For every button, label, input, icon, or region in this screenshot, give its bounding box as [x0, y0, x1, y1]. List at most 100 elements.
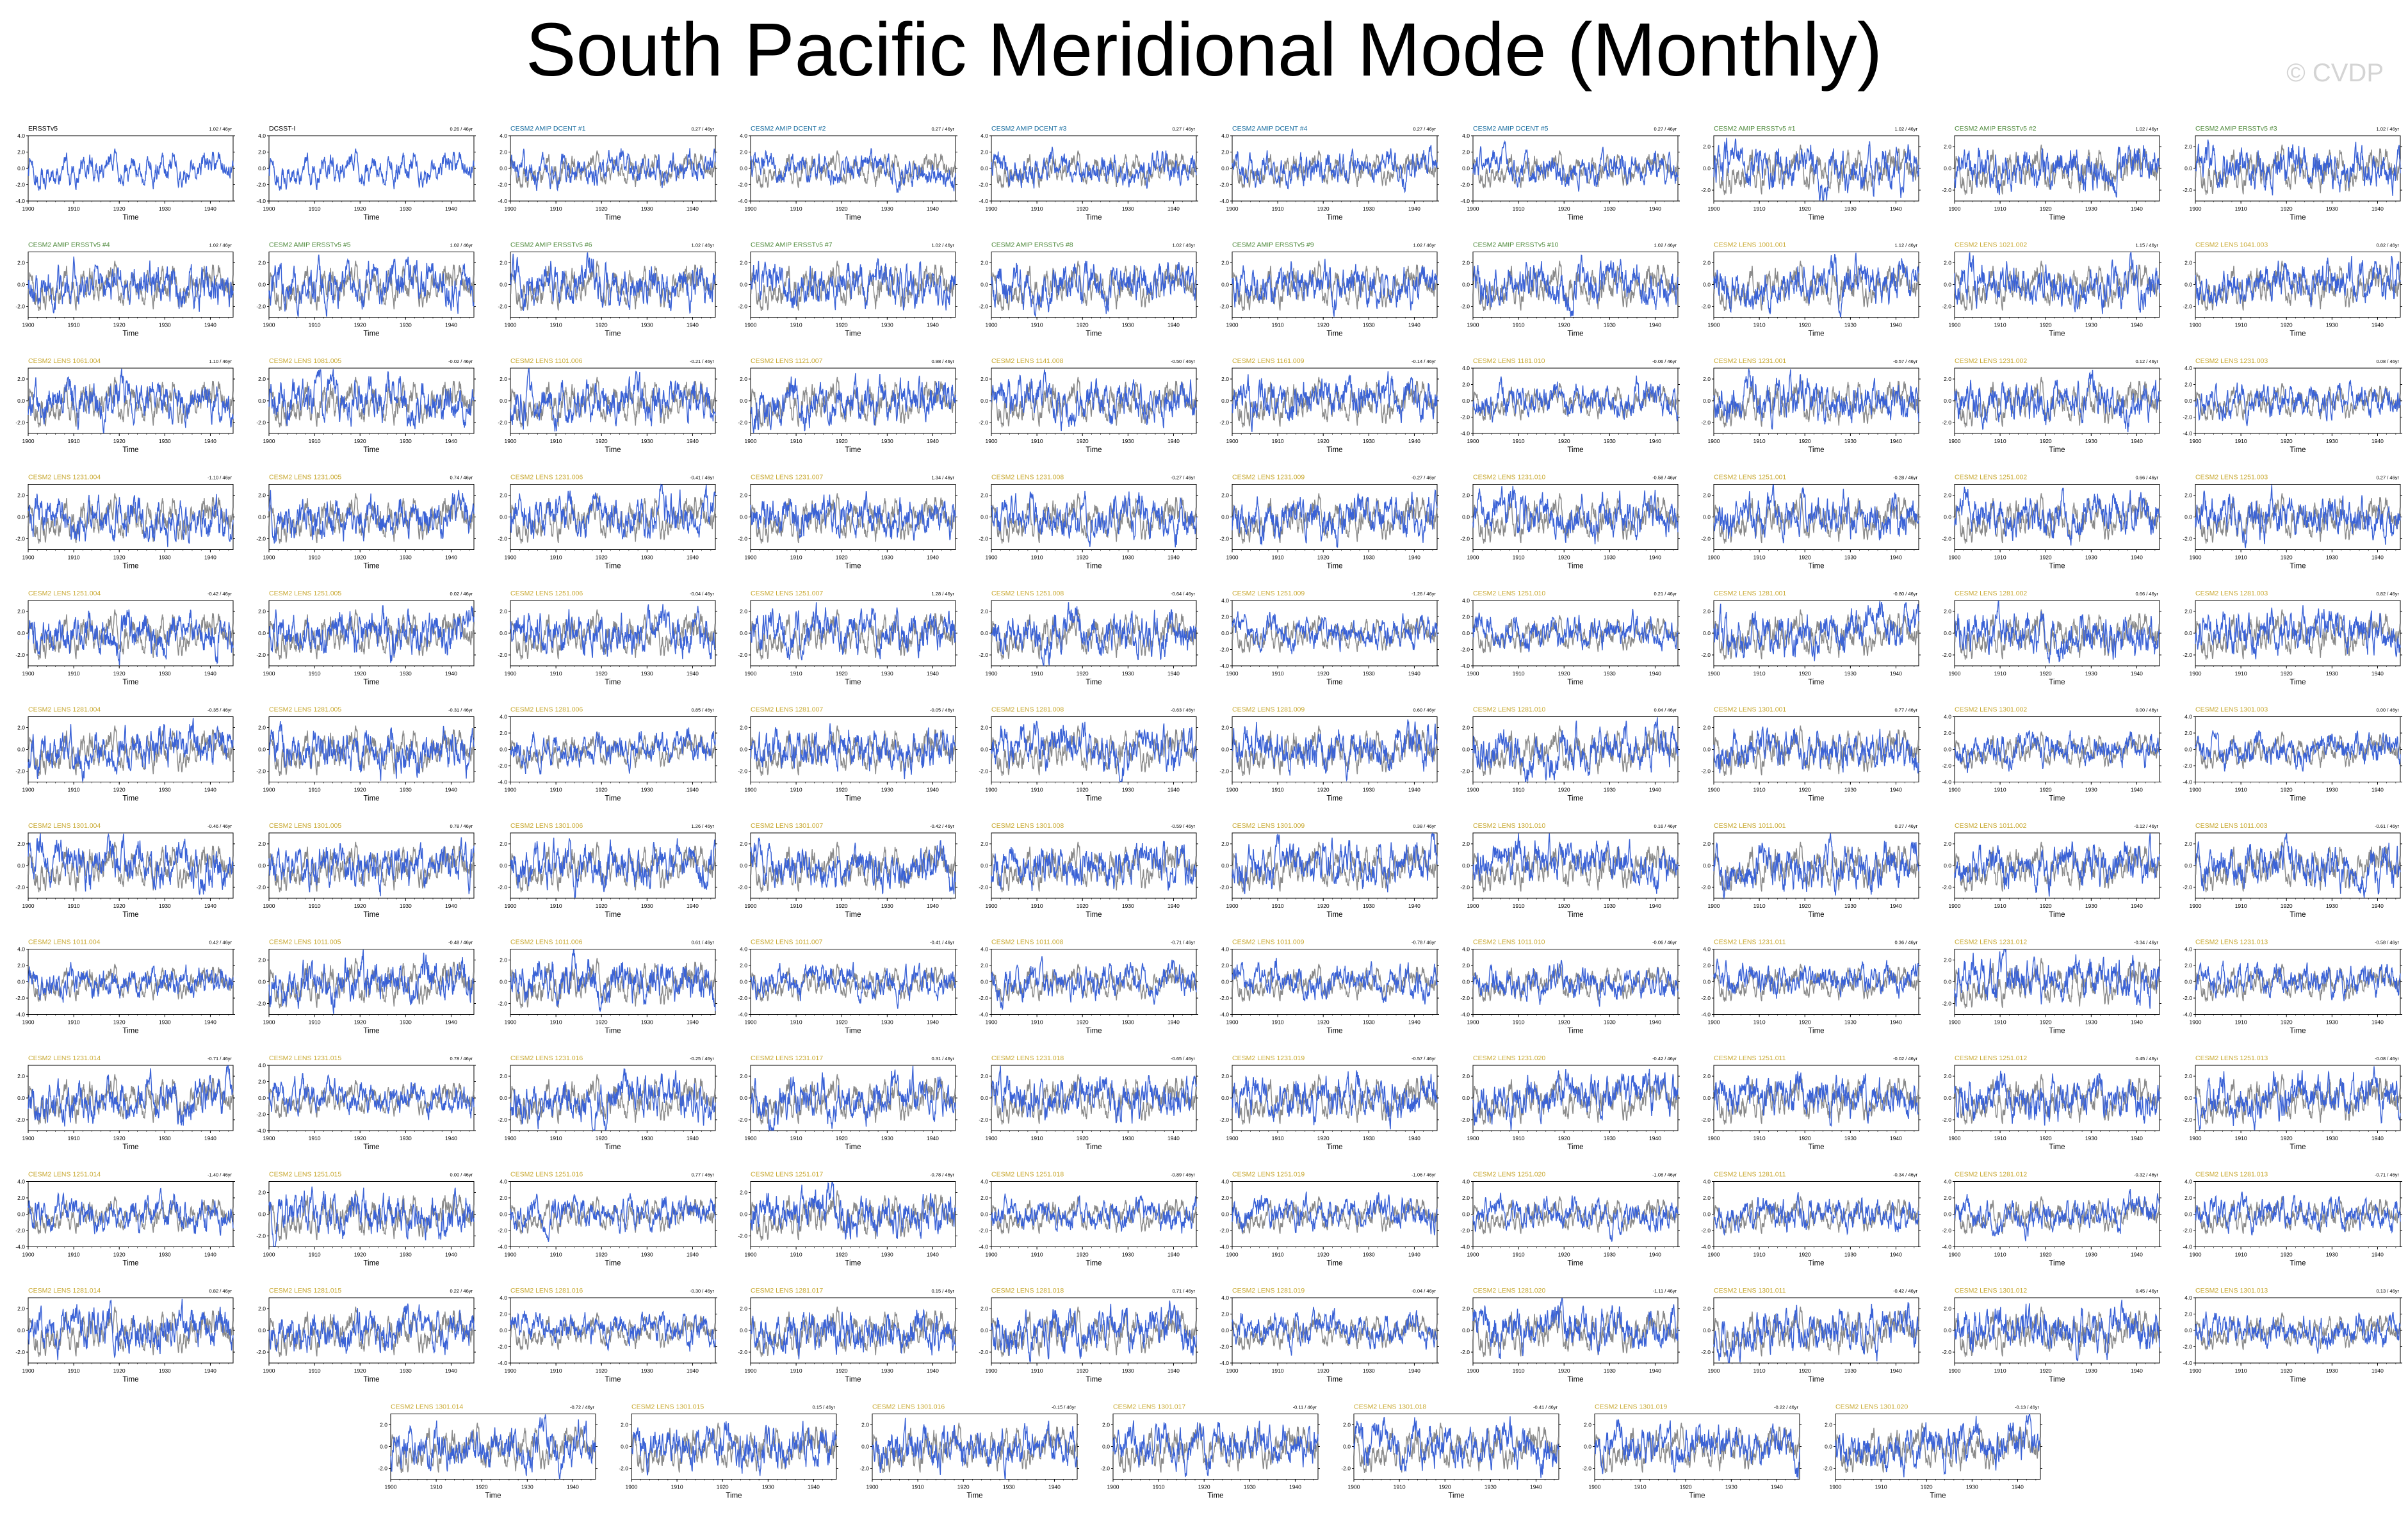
panel-title: CESM2 LENS 1121.007	[751, 357, 823, 365]
x-tick-label: 1920	[1799, 322, 1811, 328]
x-tick-label: 1940	[2371, 554, 2384, 561]
x-tick-label: 1900	[505, 903, 517, 909]
panel-title: CESM2 LENS 1301.001	[1714, 706, 1786, 714]
x-axis-label: Time	[1086, 911, 1102, 919]
x-tick-label: 1940	[2371, 903, 2384, 909]
y-tick-label: 0.0	[17, 398, 25, 404]
y-tick-label: 2.0	[1462, 492, 1470, 499]
y-tick-label: -2.0	[1460, 414, 1470, 421]
panel-17: CESM2 AMIP ERSSTv5 #10 1.02 / 46yr 2.0 0.0 -…	[1460, 241, 1680, 338]
x-tick-label: 1920	[1077, 670, 1089, 677]
panel-trend: -0.59 / 46yr	[1171, 823, 1195, 829]
y-tick-label: 0.0	[17, 1211, 25, 1218]
x-axis-label: Time	[1086, 214, 1102, 222]
x-tick-label: 1900	[1467, 1135, 1479, 1142]
x-axis-label: Time	[605, 330, 621, 338]
x-tick-label: 1910	[2235, 322, 2247, 328]
x-tick-label: 1920	[1558, 438, 1570, 444]
y-tick-label: -2.0	[1701, 419, 1711, 426]
x-tick-label: 1900	[986, 206, 998, 212]
panel-trend: -0.21 / 46yr	[690, 359, 714, 364]
panel-title: CESM2 LENS 1301.006	[510, 822, 583, 830]
x-tick-label: 1920	[354, 1135, 366, 1142]
x-tick-label: 1910	[2235, 1019, 2247, 1026]
panel-75: CESM2 LENS 1011.008 -0.71 / 46yr 4.0 2.0 0.0…	[979, 939, 1198, 1035]
x-tick-label: 1930	[1122, 1252, 1134, 1258]
series-line	[750, 962, 956, 1009]
x-tick-label: 1940	[1167, 903, 1180, 909]
x-axis-label: Time	[1086, 446, 1102, 454]
y-tick-label: -2.0	[256, 303, 266, 310]
x-tick-label: 1930	[1604, 787, 1616, 793]
x-tick-label: 1930	[2326, 903, 2338, 909]
panel-57: CESM2 LENS 1281.010 0.04 / 46yr 2.0 0.0 -2.0…	[1460, 706, 1680, 803]
series-line	[1954, 601, 2160, 664]
panel-trend: 1.02 / 46yr	[450, 243, 473, 248]
y-tick-label: 2.0	[980, 1195, 988, 1201]
x-tick-label: 1920	[2281, 670, 2293, 677]
x-tick-label: 1940	[2131, 206, 2143, 212]
y-tick-label: 2.0	[980, 608, 988, 615]
x-axis-label: Time	[1326, 214, 1342, 222]
panel-78: CESM2 LENS 1231.011 0.36 / 46yr 4.0 2.0 0.0 -…	[1701, 939, 1921, 1035]
x-tick-label: 1910	[790, 322, 802, 328]
panel-33: CESM2 LENS 1231.006 -0.41 / 46yr 2.0 0.0 -2.…	[498, 474, 717, 570]
x-tick-label: 1900	[2190, 206, 2202, 212]
panel-title: CESM2 AMIP DCENT #3	[991, 125, 1067, 133]
x-axis-label: Time	[845, 795, 861, 803]
x-tick-label: 1920	[1558, 1019, 1570, 1026]
panel-title: CESM2 LENS 1011.007	[751, 939, 823, 946]
y-tick-label: 2.0	[258, 260, 266, 266]
x-tick-label: 1910	[1031, 1019, 1043, 1026]
x-tick-label: 1920	[354, 787, 366, 793]
x-tick-label: 1920	[836, 670, 848, 677]
x-tick-label: 1940	[1167, 1135, 1180, 1142]
y-tick-label: 4.0	[1462, 133, 1470, 139]
panel-trend: -0.42 / 46yr	[1652, 1056, 1677, 1061]
y-tick-label: 2.0	[1944, 1195, 1951, 1201]
panel-68: CESM2 LENS 1011.001 0.27 / 46yr 2.0 0.0 -2.0…	[1701, 822, 1921, 919]
series-line	[1232, 958, 1438, 1005]
panel-trend: -0.57 / 46yr	[1411, 1056, 1436, 1061]
x-tick-label: 1940	[687, 670, 699, 677]
y-tick-label: 4.0	[1221, 946, 1229, 953]
panel-title: CESM2 LENS 1231.001	[1714, 357, 1786, 365]
x-tick-label: 1910	[309, 903, 321, 909]
y-tick-label: 0.0	[1703, 282, 1711, 288]
x-tick-label: 1910	[2235, 206, 2247, 212]
x-tick-label: 1940	[2131, 787, 2143, 793]
y-tick-label: 2.0	[1703, 1073, 1711, 1079]
panel-trend: -0.65 / 46yr	[1171, 1056, 1195, 1061]
x-tick-label: 1940	[445, 787, 457, 793]
panel-trend: 0.60 / 46yr	[1413, 707, 1436, 713]
x-tick-label: 1920	[354, 670, 366, 677]
y-tick-label: 0.0	[258, 746, 266, 753]
series-line	[1472, 717, 1679, 782]
y-tick-label: -4.0	[1942, 779, 1951, 786]
series-line	[2195, 255, 2401, 307]
series-line	[750, 373, 956, 433]
panel-title: CESM2 LENS 1011.002	[1955, 822, 2027, 830]
series-line	[268, 837, 475, 896]
x-tick-label: 1910	[550, 554, 562, 561]
x-tick-label: 1910	[2235, 670, 2247, 677]
series-line	[268, 1186, 475, 1247]
x-tick-label: 1940	[1167, 787, 1180, 793]
x-tick-label: 1900	[1949, 670, 1961, 677]
y-tick-label: -2.0	[15, 1117, 25, 1123]
panel-90: CESM2 LENS 1251.013 -0.08 / 46yr 2.0 0.0 -2.…	[2183, 1054, 2402, 1151]
x-tick-label: 1930	[159, 206, 171, 212]
panel-title: CESM2 AMIP ERSSTv5 #9	[1232, 241, 1314, 249]
x-tick-label: 1940	[1649, 322, 1661, 328]
panel-88: CESM2 LENS 1251.011 -0.02 / 46yr 2.0 0.0 -2.…	[1701, 1054, 1921, 1151]
series-line	[28, 833, 234, 896]
panel-trend: -0.41 / 46yr	[690, 475, 714, 481]
x-tick-label: 1900	[22, 1135, 35, 1142]
x-tick-label: 1920	[1317, 554, 1330, 561]
x-tick-label: 1900	[745, 787, 757, 793]
y-tick-label: 0.0	[17, 1095, 25, 1101]
panel-13: CESM2 AMIP ERSSTv5 #6 1.02 / 46yr 2.0 0.0 -2…	[498, 241, 717, 338]
x-tick-label: 1940	[1649, 1135, 1661, 1142]
x-tick-label: 1930	[400, 1135, 412, 1142]
y-tick-label: 2.0	[740, 1190, 747, 1196]
